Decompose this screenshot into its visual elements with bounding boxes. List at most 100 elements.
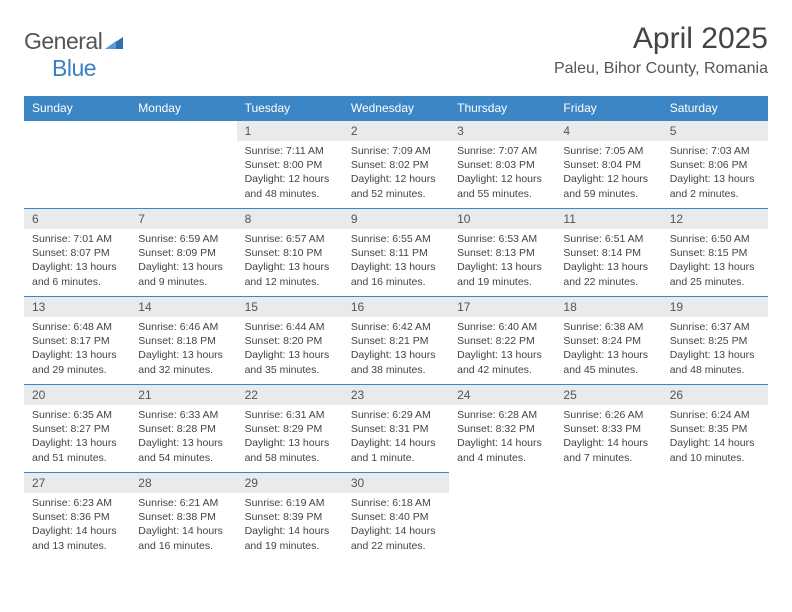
calendar-day-cell: 30Sunrise: 6:18 AMSunset: 8:40 PMDayligh… [343,473,449,561]
day-number: 22 [237,385,343,405]
sunrise-text: Sunrise: 6:35 AM [32,408,122,422]
day-details: Sunrise: 6:21 AMSunset: 8:38 PMDaylight:… [130,493,236,559]
daylight-text: Daylight: 13 hours and 54 minutes. [138,436,228,464]
daylight-text: Daylight: 13 hours and 2 minutes. [670,172,760,200]
day-details: Sunrise: 6:42 AMSunset: 8:21 PMDaylight:… [343,317,449,383]
weekday-header: Saturday [662,96,768,121]
sunset-text: Sunset: 8:22 PM [457,334,547,348]
day-number: 27 [24,473,130,493]
calendar-day-cell: 21Sunrise: 6:33 AMSunset: 8:28 PMDayligh… [130,385,236,473]
day-number: 5 [662,121,768,141]
sunset-text: Sunset: 8:38 PM [138,510,228,524]
calendar-week-row: 20Sunrise: 6:35 AMSunset: 8:27 PMDayligh… [24,385,768,473]
day-details: Sunrise: 6:29 AMSunset: 8:31 PMDaylight:… [343,405,449,471]
daylight-text: Daylight: 13 hours and 16 minutes. [351,260,441,288]
sunset-text: Sunset: 8:24 PM [563,334,653,348]
daylight-text: Daylight: 13 hours and 58 minutes. [245,436,335,464]
calendar-day-cell: 24Sunrise: 6:28 AMSunset: 8:32 PMDayligh… [449,385,555,473]
day-number: 15 [237,297,343,317]
weekday-header: Monday [130,96,236,121]
day-number: 17 [449,297,555,317]
calendar-day-cell: 12Sunrise: 6:50 AMSunset: 8:15 PMDayligh… [662,209,768,297]
sunset-text: Sunset: 8:07 PM [32,246,122,260]
calendar-day-cell: 22Sunrise: 6:31 AMSunset: 8:29 PMDayligh… [237,385,343,473]
sunrise-text: Sunrise: 6:46 AM [138,320,228,334]
daylight-text: Daylight: 13 hours and 35 minutes. [245,348,335,376]
daylight-text: Daylight: 13 hours and 19 minutes. [457,260,547,288]
sunset-text: Sunset: 8:29 PM [245,422,335,436]
day-number: 16 [343,297,449,317]
logo-text: General Blue [24,28,123,82]
daylight-text: Daylight: 14 hours and 16 minutes. [138,524,228,552]
daylight-text: Daylight: 12 hours and 59 minutes. [563,172,653,200]
calendar-week-row: 1Sunrise: 7:11 AMSunset: 8:00 PMDaylight… [24,121,768,209]
calendar-week-row: 6Sunrise: 7:01 AMSunset: 8:07 PMDaylight… [24,209,768,297]
calendar-body: 1Sunrise: 7:11 AMSunset: 8:00 PMDaylight… [24,121,768,561]
header: General Blue April 2025 Paleu, Bihor Cou… [24,22,768,82]
day-number: 3 [449,121,555,141]
sunrise-text: Sunrise: 7:09 AM [351,144,441,158]
sunrise-text: Sunrise: 6:57 AM [245,232,335,246]
calendar-day-cell [662,473,768,561]
sunrise-text: Sunrise: 6:28 AM [457,408,547,422]
sunset-text: Sunset: 8:39 PM [245,510,335,524]
calendar-table: SundayMondayTuesdayWednesdayThursdayFrid… [24,96,768,561]
sunrise-text: Sunrise: 6:29 AM [351,408,441,422]
sunset-text: Sunset: 8:14 PM [563,246,653,260]
sunrise-text: Sunrise: 6:51 AM [563,232,653,246]
weekday-header: Sunday [24,96,130,121]
day-number: 10 [449,209,555,229]
daylight-text: Daylight: 13 hours and 9 minutes. [138,260,228,288]
sunrise-text: Sunrise: 6:55 AM [351,232,441,246]
daylight-text: Daylight: 13 hours and 38 minutes. [351,348,441,376]
sunrise-text: Sunrise: 7:01 AM [32,232,122,246]
sunset-text: Sunset: 8:32 PM [457,422,547,436]
day-details: Sunrise: 7:11 AMSunset: 8:00 PMDaylight:… [237,141,343,207]
daylight-text: Daylight: 14 hours and 1 minute. [351,436,441,464]
day-number: 29 [237,473,343,493]
daylight-text: Daylight: 14 hours and 10 minutes. [670,436,760,464]
day-details: Sunrise: 6:57 AMSunset: 8:10 PMDaylight:… [237,229,343,295]
day-number: 25 [555,385,661,405]
day-details: Sunrise: 6:55 AMSunset: 8:11 PMDaylight:… [343,229,449,295]
calendar-day-cell: 14Sunrise: 6:46 AMSunset: 8:18 PMDayligh… [130,297,236,385]
sunrise-text: Sunrise: 6:21 AM [138,496,228,510]
day-details: Sunrise: 6:53 AMSunset: 8:13 PMDaylight:… [449,229,555,295]
day-number: 14 [130,297,236,317]
sunset-text: Sunset: 8:33 PM [563,422,653,436]
day-number: 18 [555,297,661,317]
sunset-text: Sunset: 8:13 PM [457,246,547,260]
sunset-text: Sunset: 8:17 PM [32,334,122,348]
daylight-text: Daylight: 13 hours and 32 minutes. [138,348,228,376]
day-number: 20 [24,385,130,405]
daylight-text: Daylight: 14 hours and 7 minutes. [563,436,653,464]
calendar-day-cell: 2Sunrise: 7:09 AMSunset: 8:02 PMDaylight… [343,121,449,209]
calendar-day-cell: 25Sunrise: 6:26 AMSunset: 8:33 PMDayligh… [555,385,661,473]
daylight-text: Daylight: 13 hours and 42 minutes. [457,348,547,376]
calendar-day-cell [130,121,236,209]
weekday-header: Tuesday [237,96,343,121]
sunrise-text: Sunrise: 7:07 AM [457,144,547,158]
day-number: 13 [24,297,130,317]
daylight-text: Daylight: 14 hours and 22 minutes. [351,524,441,552]
sunrise-text: Sunrise: 6:42 AM [351,320,441,334]
sunrise-text: Sunrise: 6:38 AM [563,320,653,334]
daylight-text: Daylight: 12 hours and 48 minutes. [245,172,335,200]
sunset-text: Sunset: 8:03 PM [457,158,547,172]
sunrise-text: Sunrise: 6:50 AM [670,232,760,246]
sunrise-text: Sunrise: 6:40 AM [457,320,547,334]
day-details: Sunrise: 7:07 AMSunset: 8:03 PMDaylight:… [449,141,555,207]
sunset-text: Sunset: 8:15 PM [670,246,760,260]
calendar-day-cell: 23Sunrise: 6:29 AMSunset: 8:31 PMDayligh… [343,385,449,473]
calendar-day-cell: 15Sunrise: 6:44 AMSunset: 8:20 PMDayligh… [237,297,343,385]
calendar-day-cell: 10Sunrise: 6:53 AMSunset: 8:13 PMDayligh… [449,209,555,297]
day-details: Sunrise: 6:33 AMSunset: 8:28 PMDaylight:… [130,405,236,471]
day-details: Sunrise: 6:26 AMSunset: 8:33 PMDaylight:… [555,405,661,471]
sunrise-text: Sunrise: 6:19 AM [245,496,335,510]
sunset-text: Sunset: 8:21 PM [351,334,441,348]
sunrise-text: Sunrise: 7:05 AM [563,144,653,158]
logo-triangle-icon [105,28,123,55]
day-number: 2 [343,121,449,141]
sunset-text: Sunset: 8:04 PM [563,158,653,172]
calendar-day-cell: 6Sunrise: 7:01 AMSunset: 8:07 PMDaylight… [24,209,130,297]
